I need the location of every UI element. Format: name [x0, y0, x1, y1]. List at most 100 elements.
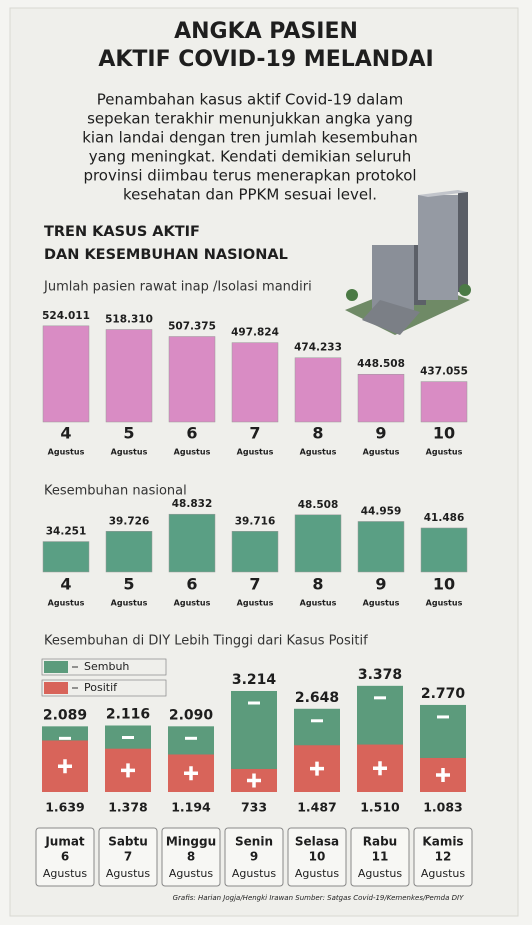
intro-line: kian landai dengan tren jumlah kesembuha…: [82, 129, 418, 147]
value-label: 474.233: [294, 342, 342, 354]
bar: [420, 381, 468, 423]
x-tick-label: 4: [60, 424, 71, 443]
x-tick-label: 4: [60, 575, 71, 594]
x-tick-label: 6: [186, 424, 197, 443]
x-tick-label: 7: [249, 424, 260, 443]
day-box: [350, 827, 410, 887]
x-tick-label: 9: [375, 424, 386, 443]
value-label: 48.508: [298, 499, 339, 511]
x-tick-label: 7: [249, 575, 260, 594]
building: [345, 190, 471, 335]
value-label: 1.083: [423, 800, 463, 815]
bar: [294, 514, 342, 573]
plus-icon: [436, 767, 450, 782]
x-tick-label: Selasa: [295, 835, 339, 849]
x-tick-label: Kamis: [422, 835, 463, 849]
value-label: 39.726: [109, 515, 150, 527]
x-tick-sublabel: Agustus: [295, 867, 339, 880]
x-tick-sublabel: Agustus: [169, 867, 213, 880]
x-tick-sublabel: Agustus: [111, 599, 148, 608]
value-label: 497.824: [231, 327, 279, 339]
x-tick-sublabel: Agustus: [300, 448, 337, 457]
x-tick-label: Rabu: [363, 835, 397, 849]
intro-line: sepekan terakhir menunjukkan angka yang: [87, 110, 413, 128]
day-box: [98, 827, 158, 887]
plus-icon: [121, 763, 135, 778]
x-tick-label: 6: [186, 575, 197, 594]
plus-icon: [310, 761, 324, 776]
x-tick-label: 8: [312, 424, 323, 443]
value-label: 34.251: [46, 526, 87, 538]
value-label: 2.116: [106, 706, 150, 722]
legend-swatch: [44, 661, 68, 673]
bar: [357, 373, 405, 423]
x-tick-sublabel: Agustus: [48, 448, 85, 457]
section-title: TREN KASUS AKTIF: [44, 224, 200, 240]
bar: [168, 513, 216, 573]
legend-box: [41, 679, 167, 697]
value-label: 2.648: [295, 690, 339, 706]
value-label: 48.832: [172, 498, 213, 510]
bar: [420, 527, 468, 573]
x-tick-label: 10: [433, 424, 455, 443]
value-label: 1.194: [171, 800, 211, 815]
x-tick-label: 5: [123, 424, 134, 443]
x-tick-sublabel: Agustus: [363, 599, 400, 608]
x-tick-date: 11: [372, 850, 389, 864]
x-tick-sublabel: Agustus: [174, 448, 211, 457]
value-label: 39.716: [235, 515, 276, 527]
bar: [42, 325, 90, 423]
chart-title: Kesembuhan di DIY Lebih Tinggi dari Kasu…: [44, 634, 368, 649]
x-tick-date: 10: [309, 850, 326, 864]
bar: [294, 357, 342, 423]
section-title: DAN KESEMBUHAN NASIONAL: [44, 247, 288, 263]
x-tick-date: 8: [187, 850, 195, 864]
value-label: 1.510: [360, 800, 400, 815]
bar: [168, 336, 216, 423]
x-tick-label: Minggu: [166, 835, 216, 849]
title: ANGKA PASIEN: [174, 19, 358, 44]
legend-swatch: [44, 682, 68, 694]
intro-line: kesehatan dan PPKM sesuai level.: [123, 186, 377, 204]
x-tick-sublabel: Agustus: [300, 599, 337, 608]
x-tick-label: 5: [123, 575, 134, 594]
x-tick-sublabel: Agustus: [232, 867, 276, 880]
x-tick-label: 10: [433, 575, 455, 594]
bar: [231, 342, 279, 423]
value-label: 518.310: [105, 313, 153, 325]
x-tick-label: 9: [375, 575, 386, 594]
value-label: 44.959: [361, 505, 402, 517]
value-label: 3.378: [358, 667, 402, 683]
intro-line: yang meningkat. Kendati demikian seluruh: [89, 148, 412, 166]
x-tick-sublabel: Agustus: [48, 599, 85, 608]
x-tick-sublabel: Agustus: [106, 867, 150, 880]
day-box: [35, 827, 95, 887]
day-box: [287, 827, 347, 887]
value-label: 437.055: [420, 366, 468, 378]
value-label: 448.508: [357, 358, 405, 370]
x-tick-sublabel: Agustus: [426, 448, 463, 457]
value-label: 524.011: [42, 310, 90, 322]
plus-icon: [247, 773, 261, 788]
value-label: 41.486: [424, 512, 465, 524]
x-tick-sublabel: Agustus: [237, 448, 274, 457]
value-label: 3.214: [232, 672, 277, 688]
bar: [105, 329, 153, 423]
bar: [105, 531, 153, 573]
x-tick-label: 8: [312, 575, 323, 594]
intro-line: provinsi diimbau terus menerapkan protok…: [83, 167, 416, 185]
legend-label: Positif: [84, 681, 118, 694]
charts: Jumlah pasien rawat inap /Isolasi mandir…: [35, 280, 473, 887]
x-tick-label: Jumat: [44, 835, 85, 849]
value-label: 733: [241, 800, 267, 815]
bar: [231, 531, 279, 573]
intro: Penambahan kasus aktif Covid-19 dalamsep…: [82, 91, 418, 204]
title: AKTIF COVID-19 MELANDAI: [98, 47, 433, 72]
value-label: 1.487: [297, 800, 337, 815]
value-label: 1.639: [45, 800, 85, 815]
x-tick-sublabel: Agustus: [358, 867, 402, 880]
x-tick-sublabel: Agustus: [421, 867, 465, 880]
x-tick-date: 7: [124, 850, 132, 864]
x-tick-sublabel: Agustus: [111, 448, 148, 457]
